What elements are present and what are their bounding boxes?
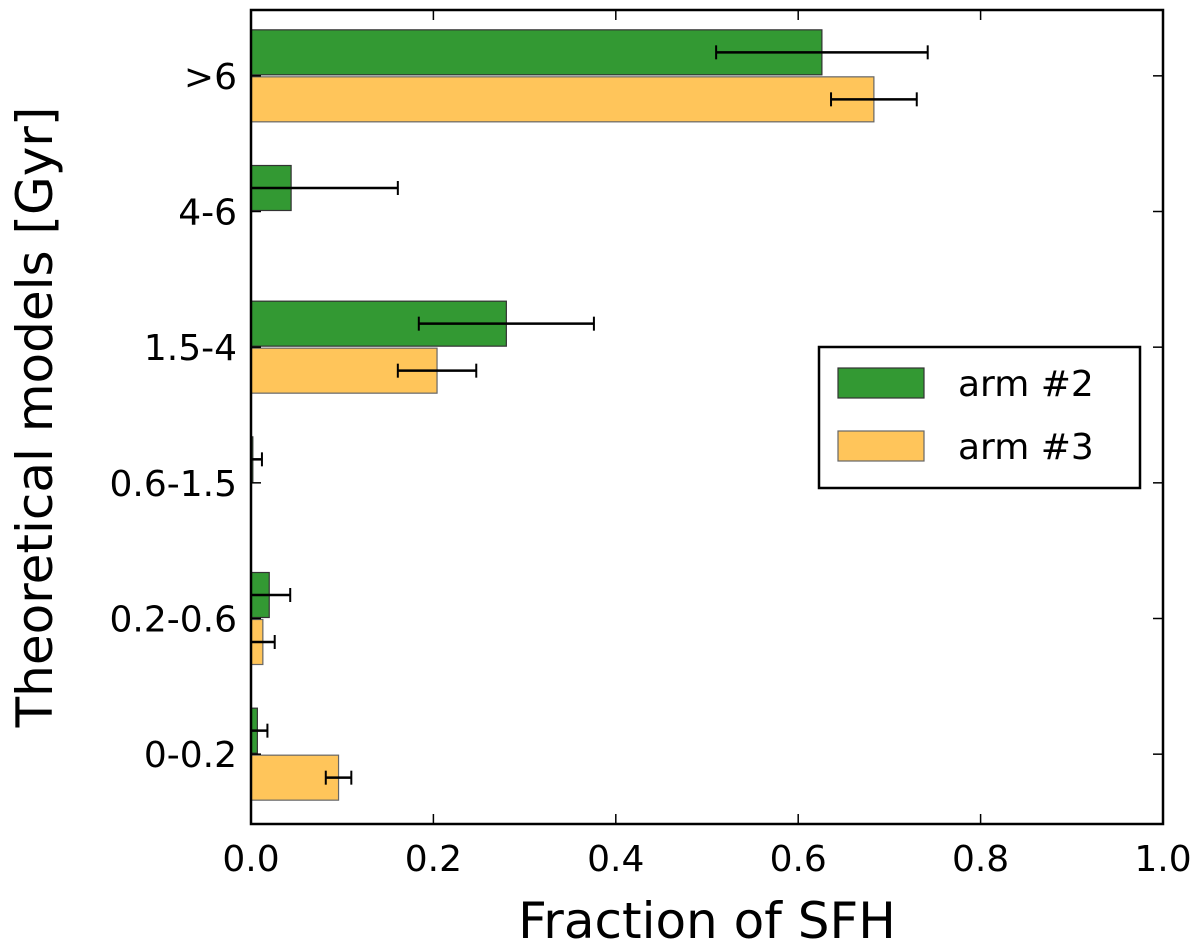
- y-tick-label: 0-0.2: [144, 735, 237, 776]
- errorbar: [417, 316, 595, 331]
- x-axis-label: Fraction of SFH: [518, 892, 896, 950]
- bar-arm-3--6: [250, 76, 875, 123]
- plot-frame: [249, 8, 1165, 826]
- errorbar: [324, 770, 353, 785]
- y-tick-label: 0.6-1.5: [110, 464, 238, 505]
- x-tick-label: 0.6: [770, 839, 827, 880]
- x-tick-label: 0.2: [405, 839, 462, 880]
- y-axis-label: Theoretical models [Gyr]: [6, 107, 64, 729]
- x-tick-label: 1.0: [1134, 839, 1191, 880]
- errorbars-layer: [250, 45, 929, 785]
- y-tick-label: 4-6: [178, 193, 237, 234]
- y-tick-label: 0.2-0.6: [110, 600, 238, 641]
- errorbar: [715, 45, 929, 60]
- bars-layer: [250, 29, 875, 801]
- legend-label-arm-2: arm #2: [958, 364, 1094, 405]
- legend-swatch-arm-2: [837, 367, 925, 399]
- errorbar: [830, 92, 918, 107]
- x-tick-label: 0.0: [222, 839, 279, 880]
- y-tick-label: >6: [184, 57, 237, 98]
- y-axis-ticks: 0-0.2 0.2-0.6 0.6-1.5 1.5-4 4-6 >6: [110, 57, 1163, 776]
- y-tick-label: 1.5-4: [144, 328, 237, 369]
- legend-label-arm-3: arm #3: [958, 427, 1094, 468]
- errorbar: [396, 363, 478, 378]
- legend: arm #2 arm #3: [817, 345, 1142, 490]
- x-tick-label: 0.4: [587, 839, 644, 880]
- x-tick-label: 0.8: [952, 839, 1009, 880]
- legend-swatch-arm-3: [837, 430, 925, 462]
- x-axis-ticks: 0.0 0.2 0.4 0.6 0.8 1.0: [222, 10, 1192, 880]
